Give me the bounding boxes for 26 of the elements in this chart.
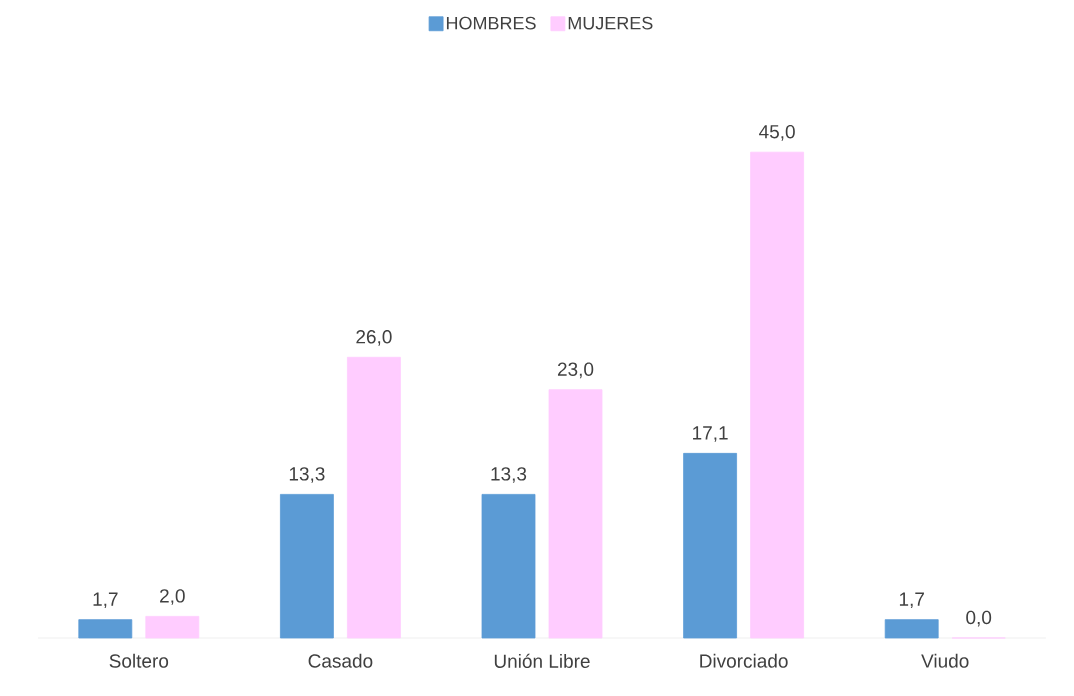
bar [481,494,536,639]
legend-label: HOMBRES [446,16,536,30]
data-label: 17,1 [693,426,728,442]
data-label: 13,3 [289,467,325,483]
bar [548,389,603,639]
legend-label: MUJERES [568,16,653,30]
data-label: 0,0 [966,610,992,627]
data-label: 45,0 [759,124,795,141]
data-label: 26,0 [356,330,392,346]
x-tick-label: Viudo [921,653,969,668]
data-label: 1,7 [93,592,118,609]
x-tick-label: Divorciado [700,653,788,668]
bar [145,615,200,639]
data-label: 2,0 [160,589,185,605]
x-tick-label: Casado [308,653,373,668]
bar [347,356,401,639]
x-tick-label: Soltero [109,653,169,668]
data-label: 13,3 [491,467,527,483]
data-label: 1,7 [899,592,924,609]
bar [683,452,737,639]
x-tick-label: Unión Libre [494,653,590,668]
bar [884,619,939,639]
bar [280,494,334,639]
data-label: 23,0 [557,362,594,379]
bar [78,619,133,639]
bar [750,151,804,639]
